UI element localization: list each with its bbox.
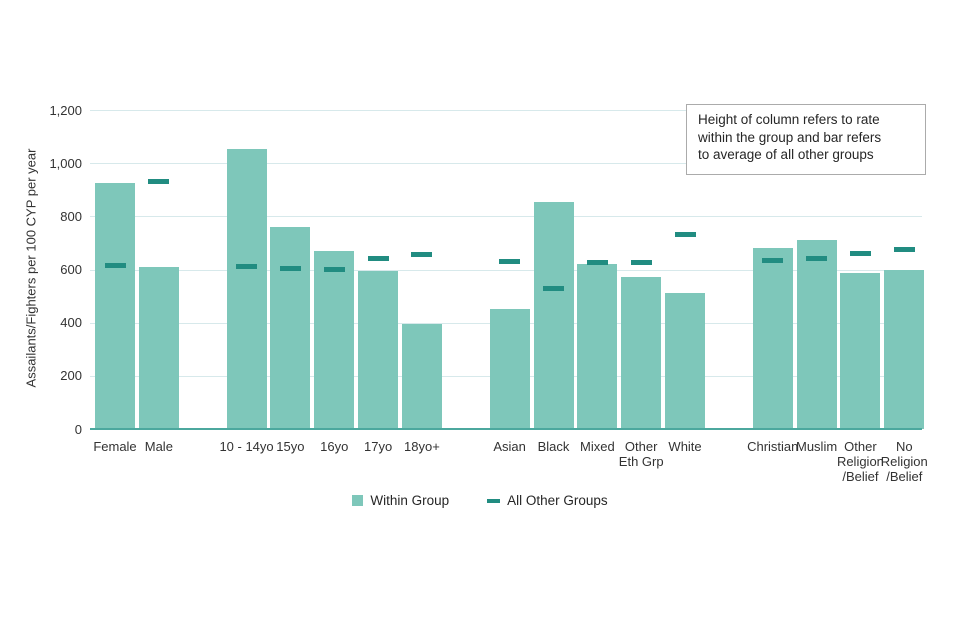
column-black [533, 201, 574, 429]
annotation-box: Height of column refers to rate within t… [686, 104, 926, 175]
x-label-female: Female [93, 439, 137, 454]
column-male [138, 266, 179, 429]
x-label-15yo: 15yo [276, 439, 305, 454]
dash-no-religion-belief [893, 247, 915, 253]
dash-christian [762, 257, 784, 263]
column-christian [752, 248, 793, 429]
dash-black [543, 285, 564, 291]
x-label-male: Male [144, 439, 173, 454]
dash-muslim [806, 256, 828, 262]
dash-asian [499, 259, 521, 265]
y-tick-label: 200 [60, 368, 82, 384]
x-label-christian: Christian [747, 439, 799, 454]
y-tick-label: 1,000 [49, 155, 82, 171]
dash-white [674, 232, 696, 238]
column-other-religion-belief [840, 273, 881, 429]
within-group-swatch-icon [352, 495, 364, 506]
column-16yo [314, 250, 355, 429]
legend-label-all-other-groups: All Other Groups [507, 493, 608, 508]
x-label-asian: Asian [493, 439, 526, 454]
column-mixed [577, 264, 618, 429]
legend-label-within-group: Within Group [370, 493, 450, 508]
x-label-white: White [668, 439, 702, 454]
y-tick-label: 1,200 [49, 102, 82, 118]
gridline [90, 110, 922, 111]
dash-mixed [586, 260, 608, 266]
column-10-14yo [226, 148, 267, 429]
x-label-10-14yo: 10 - 14yo [219, 439, 274, 454]
column-15yo [270, 226, 311, 429]
gridline [90, 216, 922, 218]
x-label-other-religion-belief: Other Religion /Belief [836, 439, 884, 484]
column-other-eth-grp [621, 277, 662, 429]
gridline [90, 163, 922, 165]
x-label-mixed: Mixed [580, 439, 615, 454]
dash-10-14yo [236, 264, 258, 270]
dash-female [104, 263, 126, 268]
dash-other-religion-belief [849, 251, 871, 257]
x-label-black: Black [537, 439, 570, 454]
x-label-16yo: 16yo [320, 439, 349, 454]
y-tick-label: 800 [60, 208, 82, 224]
dash-17yo [367, 256, 389, 262]
column-no-religion-belief [884, 269, 925, 429]
column-white [665, 293, 706, 429]
gridline [90, 269, 922, 271]
dash-male [148, 179, 170, 185]
y-tick-label: 400 [60, 315, 82, 331]
column-female [95, 183, 135, 429]
dash-18yo [411, 252, 433, 258]
x-label-no-religion-belief: No Religion /Belief [880, 439, 928, 484]
column-muslim [796, 240, 837, 429]
legend-item-within-group: Within Group [352, 493, 449, 508]
dash-15yo [279, 265, 301, 271]
x-axis-line [90, 428, 922, 430]
column-17yo [358, 270, 399, 429]
x-label-18yo: 18yo+ [404, 439, 440, 454]
column-asian [489, 309, 530, 429]
x-label-17yo: 17yo [363, 439, 393, 454]
legend: Within Group All Other Groups [0, 493, 960, 508]
x-label-muslim: Muslim [796, 439, 838, 454]
dash-other-eth-grp [630, 260, 652, 266]
x-label-other-eth-grp: Other Eth Grp [618, 439, 664, 469]
dash-16yo [323, 267, 345, 272]
y-tick-label: 0 [74, 421, 82, 437]
all-other-groups-swatch-icon [487, 498, 501, 503]
legend-item-all-other-groups: All Other Groups [487, 493, 608, 508]
column-18yo [401, 323, 442, 429]
y-tick-label: 600 [60, 262, 82, 277]
